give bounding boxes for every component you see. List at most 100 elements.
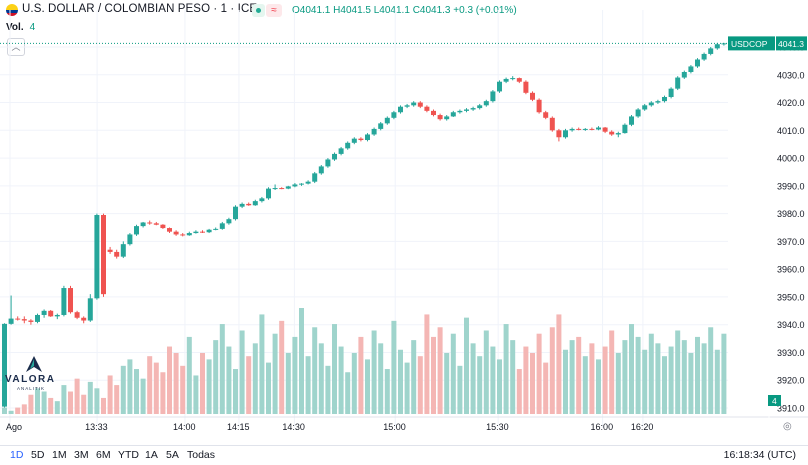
utc-clock[interactable]: 16:18:34 (UTC) — [723, 449, 796, 461]
volume-bar — [312, 327, 318, 414]
candle-body — [219, 223, 225, 229]
volume-bar — [107, 375, 113, 414]
chart-settings-icon[interactable]: ◎ — [783, 421, 792, 432]
price-tick-label: 4020.0 — [777, 98, 805, 108]
candle-body — [708, 48, 714, 54]
ohlc-open: O4041.1 — [292, 5, 331, 16]
timeframe-6m[interactable]: 6M — [96, 449, 111, 461]
timeframe-5d[interactable]: 5D — [31, 449, 45, 461]
timeframe-ytd[interactable]: YTD — [118, 449, 139, 461]
timeframe-1a[interactable]: 1A — [145, 449, 158, 461]
volume-bar — [602, 346, 608, 414]
candle-body — [668, 88, 674, 97]
volume-bar — [8, 410, 14, 414]
volume-bar — [61, 385, 67, 414]
candle-body — [516, 78, 522, 82]
volume-bar — [543, 362, 549, 414]
volume-bar — [94, 388, 100, 414]
price-tick-label: 4030.0 — [777, 70, 805, 80]
volume-bar — [384, 369, 390, 414]
candle-body — [622, 124, 628, 134]
candle-body — [87, 298, 93, 321]
volume-bar — [622, 340, 628, 414]
candle-body — [510, 78, 516, 80]
volume-bar — [345, 372, 351, 414]
volume-bar — [206, 359, 212, 414]
candle-body — [490, 91, 496, 102]
timeframe-1m[interactable]: 1M — [52, 449, 67, 461]
candle-body — [15, 318, 21, 320]
price-tick-label: 3950.0 — [777, 292, 805, 302]
candle-body — [259, 198, 265, 202]
candle-body — [114, 251, 120, 257]
candle-body — [464, 109, 469, 111]
volume-bar — [266, 362, 271, 414]
candle-body — [2, 323, 7, 407]
timeframe-3m[interactable]: 3M — [74, 449, 89, 461]
volume-bar — [510, 340, 516, 414]
volume-bar — [464, 317, 469, 414]
volume-bar — [305, 356, 311, 414]
time-tick-label: 15:00 — [383, 422, 406, 432]
volume-bar — [35, 388, 40, 414]
volume-bar — [582, 356, 588, 414]
candle-body — [417, 102, 423, 107]
volume-bar — [173, 352, 179, 414]
volume-bar — [87, 381, 93, 414]
candle-body — [173, 231, 179, 235]
candle-body — [120, 244, 126, 257]
volume-bar — [371, 330, 377, 414]
volume-bar — [708, 327, 714, 414]
ohlc-change: +0.3 (+0.01%) — [453, 5, 517, 16]
candle-body — [68, 288, 73, 313]
volume-bar — [160, 372, 166, 414]
volume-bar — [351, 352, 357, 414]
candle-body — [714, 44, 720, 49]
price-tag-symbol-text: USDCOP — [731, 39, 768, 49]
candle-body — [404, 105, 410, 107]
symbol-title[interactable]: U.S. DOLLAR / COLOMBIAN PESO · 1 · ICE — [22, 3, 258, 15]
candle-body — [701, 53, 707, 60]
volume-bar — [695, 336, 700, 414]
candle-body — [74, 312, 80, 318]
volume-bar — [444, 352, 450, 414]
price-tick-label: 4010.0 — [777, 126, 805, 136]
candle-body — [239, 203, 245, 207]
volume-bar — [120, 365, 126, 414]
volume-bar — [450, 333, 456, 414]
timeframe-todas[interactable]: Todas — [187, 449, 216, 461]
timeframe-bar: 1D 5D 1M 3M 6M YTD 1A 5A Todas 16:18:34 (UTC) — [0, 445, 808, 465]
price-chart[interactable]: 4040.04030.04020.04010.04000.03990.03980… — [0, 0, 808, 445]
wave-icon[interactable]: ≈ — [266, 4, 282, 17]
volume-bar — [153, 362, 159, 414]
price-tag-value-text: 4041.3 — [778, 39, 804, 49]
candle-body — [556, 130, 562, 138]
market-open-icon[interactable] — [252, 4, 265, 17]
candle-body — [101, 215, 106, 295]
valora-logo — [4, 354, 64, 394]
volume-bar — [615, 352, 621, 414]
timeframe-1d[interactable]: 1D — [10, 449, 24, 461]
volume-bar — [378, 343, 384, 414]
candle-body — [345, 142, 351, 149]
volume-tag — [768, 395, 781, 406]
timeframe-5a[interactable]: 5A — [166, 449, 179, 461]
candle-body — [477, 105, 483, 109]
candle-body — [629, 116, 634, 125]
volume-bar — [431, 336, 436, 414]
price-tick-label: 3930.0 — [777, 348, 805, 358]
candle-body — [186, 233, 192, 236]
volume-bar — [417, 356, 423, 414]
volume-bar — [28, 394, 34, 414]
volume-bar — [576, 336, 582, 414]
candle-body — [563, 130, 568, 138]
candle-body — [378, 123, 384, 129]
candle-body — [569, 128, 575, 131]
volume-bar — [101, 397, 106, 414]
candle-body — [530, 92, 535, 100]
volume-bar — [81, 394, 87, 414]
candle-body — [61, 288, 67, 315]
volume-bar — [2, 407, 7, 414]
candle-body — [200, 231, 205, 233]
candle-body — [153, 223, 159, 225]
